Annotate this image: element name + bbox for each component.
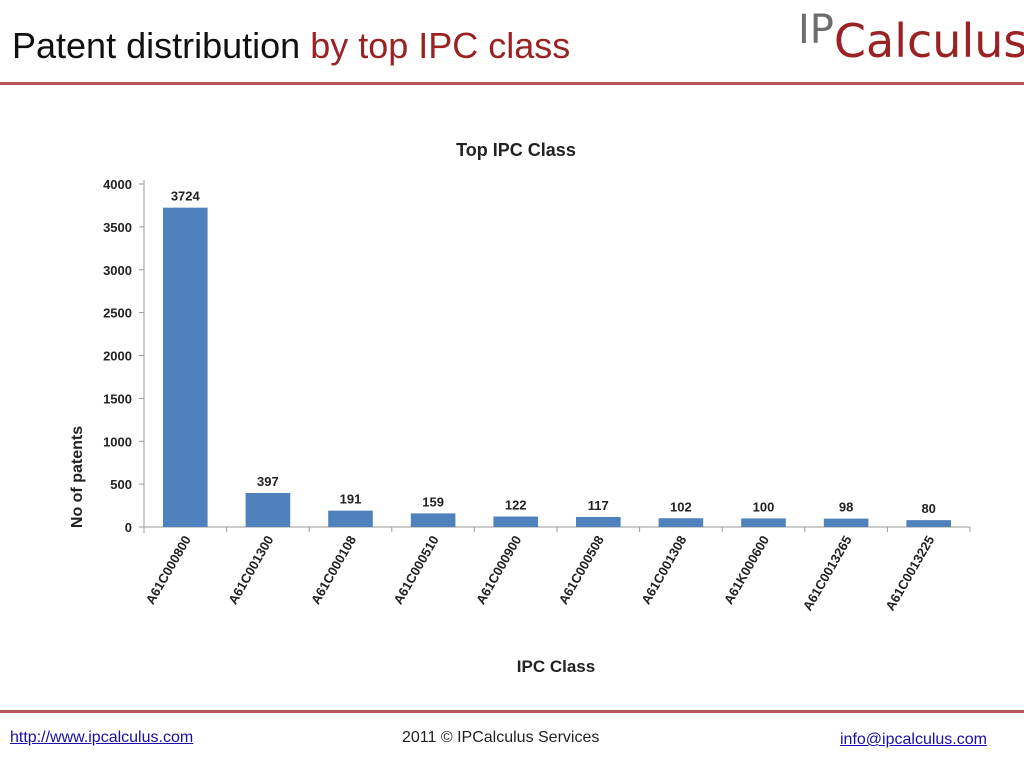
bar bbox=[741, 518, 786, 527]
y-tick-label: 2500 bbox=[103, 306, 132, 321]
bar bbox=[493, 516, 539, 527]
y-tick-label: 3000 bbox=[103, 263, 132, 278]
bars: 3724 397 191 159 122 117 102 100 98 80 bbox=[162, 189, 952, 527]
header-divider bbox=[0, 82, 1024, 85]
y-tick-label: 4000 bbox=[103, 177, 132, 192]
slide-title-main: Patent distribution bbox=[12, 25, 301, 66]
bar-value-label: 100 bbox=[753, 499, 775, 514]
chart-container: Top IPC Class No of patents IPC Class 0 5… bbox=[50, 120, 980, 690]
bar-value-label: 191 bbox=[340, 492, 362, 507]
x-category-label: A61C0013225 bbox=[882, 533, 937, 613]
x-category-label: A61C001308 bbox=[638, 533, 689, 607]
bar bbox=[245, 492, 291, 527]
bar-chart: Top IPC Class No of patents IPC Class 0 5… bbox=[69, 140, 971, 676]
bar bbox=[410, 513, 456, 527]
bar bbox=[575, 516, 621, 527]
bar-value-label: 102 bbox=[670, 499, 692, 514]
x-axis-label: IPC Class bbox=[517, 657, 595, 676]
bar bbox=[906, 520, 952, 527]
y-axis: 0 500 1000 1500 2000 2500 3000 3500 4000 bbox=[103, 177, 145, 535]
x-category-label: A61C000508 bbox=[556, 533, 607, 607]
y-tick-label: 500 bbox=[110, 477, 132, 492]
x-category-label: A61C000108 bbox=[308, 533, 359, 607]
bar-value-label: 397 bbox=[257, 474, 279, 489]
bar-value-label: 122 bbox=[505, 498, 527, 513]
email-link[interactable]: info@ipcalculus.com bbox=[840, 731, 987, 748]
y-tick-label: 1000 bbox=[103, 434, 132, 449]
bar bbox=[328, 510, 373, 527]
bar bbox=[162, 207, 208, 527]
x-category-label: A61K000600 bbox=[721, 533, 772, 607]
slide-title: Patent distribution by top IPC class bbox=[12, 26, 570, 66]
bar-value-label: 98 bbox=[839, 500, 853, 515]
chart-title: Top IPC Class bbox=[456, 140, 576, 160]
bar-value-label: 159 bbox=[422, 494, 444, 509]
x-category-label: A61C000900 bbox=[473, 533, 524, 607]
bar bbox=[823, 518, 869, 527]
x-category-label: A61C0013265 bbox=[800, 533, 855, 613]
footer-divider bbox=[0, 710, 1024, 713]
slide-title-accent: by top IPC class bbox=[310, 25, 571, 66]
bar-value-label: 117 bbox=[588, 498, 609, 513]
logo-ip-text: IP bbox=[798, 7, 834, 53]
website-link[interactable]: http://www.ipcalculus.com bbox=[10, 729, 194, 746]
y-tick-label: 2000 bbox=[103, 349, 132, 364]
bar-value-label: 3724 bbox=[171, 189, 201, 204]
x-category-label: A61C001300 bbox=[225, 533, 276, 607]
logo-calculus-text: Calculus bbox=[833, 14, 1024, 68]
bar-value-label: 80 bbox=[921, 501, 935, 516]
ipcalculus-logo: IPCalculus bbox=[798, 10, 1024, 64]
x-category-label: A61C000510 bbox=[390, 533, 441, 607]
y-tick-label: 1500 bbox=[103, 391, 132, 406]
x-axis: A61C000800 A61C001300 A61C000108 A61C000510… bbox=[143, 526, 971, 613]
copyright-text: 2011 © IPCalculus Services bbox=[402, 729, 600, 746]
y-axis-label: No of patents bbox=[69, 426, 86, 528]
y-tick-label: 3500 bbox=[103, 220, 132, 235]
y-tick-label: 0 bbox=[125, 520, 132, 535]
x-category-label: A61C000800 bbox=[143, 533, 194, 607]
bar bbox=[658, 518, 704, 527]
